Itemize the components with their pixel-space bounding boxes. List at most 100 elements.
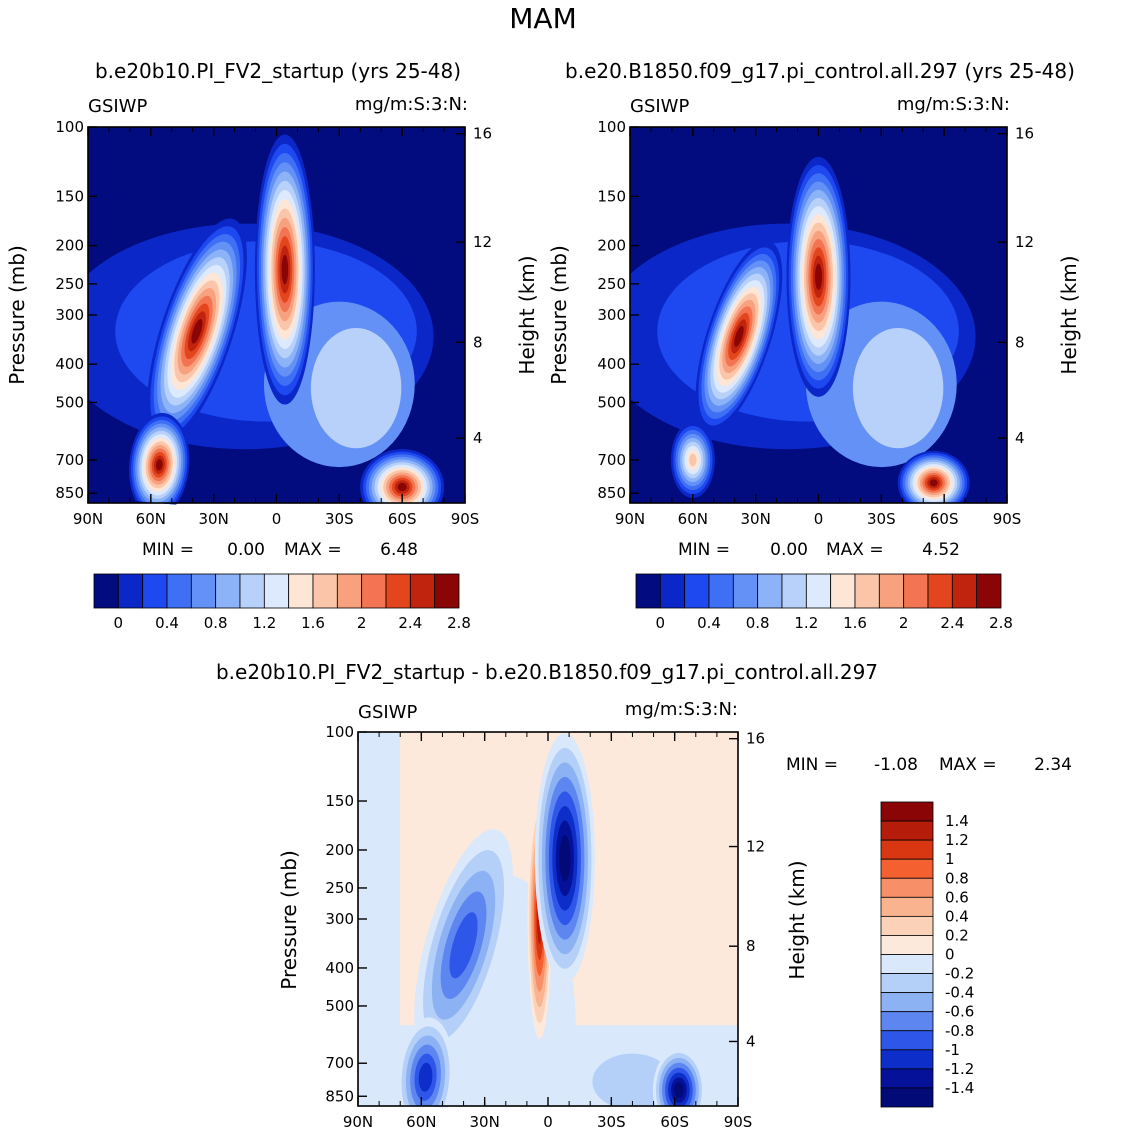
negative-region	[592, 1053, 673, 1106]
stat-max-label: MAX =	[939, 755, 997, 775]
figure-title: MAM	[509, 2, 576, 35]
contour-field	[88, 127, 465, 517]
y-tick-label: 150	[325, 792, 354, 810]
y-tick-label: 150	[597, 187, 626, 205]
colorbar: 0 0.4 0.8 1.2 1.6 2 2.4 2.8	[93, 573, 471, 632]
y-tick-label: 300	[325, 910, 354, 928]
colorbar-swatch	[880, 1068, 934, 1089]
feature-contour	[734, 325, 744, 347]
y-tick-label: 400	[55, 355, 84, 373]
x-tick-label: 0	[814, 510, 824, 528]
contour-field	[630, 127, 1007, 503]
y-tick-label: 850	[55, 484, 84, 502]
y-tick-label: 850	[325, 1087, 354, 1105]
x-tick-label: 60S	[388, 510, 417, 528]
y-tick-label: 150	[55, 187, 84, 205]
y-tick-label: 400	[597, 355, 626, 373]
x-tick-label: 30S	[867, 510, 896, 528]
colorbar-swatch	[854, 573, 880, 609]
colorbar-label: 0.6	[945, 888, 969, 906]
colorbar-swatch	[239, 573, 265, 609]
feature-contour	[191, 318, 203, 344]
y-axis-right-label: Height (km)	[1057, 255, 1081, 374]
colorbar-label: 2	[899, 614, 909, 632]
x-tick-label: 90S	[724, 1113, 753, 1131]
y-right-tick-label: 12	[1015, 233, 1034, 251]
feature-contour	[814, 263, 823, 290]
colorbar-label: 0.4	[945, 907, 969, 925]
y-right-tick-label: 8	[746, 937, 756, 955]
y-axis-label: Pressure (mb)	[547, 245, 571, 385]
x-tick-label: 90S	[451, 510, 480, 528]
colorbar-swatch	[880, 877, 934, 898]
colorbar-label: -0.4	[945, 984, 974, 1002]
panel-top-right: b.e20.B1850.f09_g17.pi_control.all.297 (…	[547, 59, 1081, 632]
colorbar-swatch	[880, 839, 934, 860]
colorbar-swatch	[684, 573, 710, 609]
y-tick-label: 850	[597, 484, 626, 502]
colorbar-swatch	[757, 573, 783, 609]
stat-min-value: 0.00	[227, 540, 265, 560]
feature-contour	[397, 482, 407, 492]
y-tick-label: 250	[325, 879, 354, 897]
y-right-tick-label: 4	[746, 1032, 756, 1050]
colorbar-swatch	[880, 1049, 934, 1070]
stat-min-label: MIN =	[142, 540, 194, 560]
colorbar-label: 0.2	[945, 926, 969, 944]
units-label: mg/m:S:3:N:	[355, 94, 468, 115]
y-right-tick-label: 4	[1015, 429, 1025, 447]
colorbar-label: -1.2	[945, 1060, 974, 1078]
y-tick-label: 200	[597, 237, 626, 255]
colorbar-label: 0.8	[945, 869, 969, 887]
colorbar-label: 0.4	[155, 614, 179, 632]
colorbar-label: 1	[945, 850, 955, 868]
y-right-tick-label: 8	[473, 333, 483, 351]
colorbar-swatch	[880, 992, 934, 1013]
colorbar-swatch	[117, 573, 144, 609]
y-right-tick-label: 12	[473, 233, 492, 251]
colorbar-swatch	[215, 573, 241, 609]
stat-max-value: 2.34	[1034, 755, 1072, 775]
colorbar-swatch	[732, 573, 759, 609]
variable-label: GSIWP	[358, 702, 417, 723]
feature-contour	[281, 254, 289, 285]
colorbar-swatch	[93, 573, 119, 609]
colorbar-label: 2	[357, 614, 367, 632]
panel-title: b.e20b10.PI_FV2_startup - b.e20.B1850.f0…	[216, 660, 878, 684]
colorbar-swatch	[805, 573, 832, 609]
colorbar-swatch	[166, 573, 192, 609]
colorbar-swatch	[880, 1087, 934, 1108]
colorbar-label: 2.8	[989, 614, 1013, 632]
colorbar-label: -1.4	[945, 1079, 974, 1097]
y-tick-label: 500	[597, 393, 626, 411]
stats-line: MIN = 0.00 MAX = 4.52	[678, 540, 960, 560]
colorbar-swatch	[409, 573, 436, 609]
stats-line: MIN = 0.00 MAX = 6.48	[142, 540, 418, 560]
colorbar-swatch	[288, 573, 314, 609]
stat-max-value: 4.52	[922, 540, 960, 560]
colorbar-label: -1	[945, 1041, 960, 1059]
colorbar-swatch	[880, 1030, 934, 1051]
x-tick-label: 30N	[741, 510, 771, 528]
colorbar-swatch	[976, 573, 1002, 609]
y-tick-label: 500	[325, 997, 354, 1015]
y-tick-label: 500	[55, 393, 84, 411]
x-tick-label: 0	[543, 1113, 553, 1131]
feature-contour	[418, 1062, 433, 1092]
x-tick-label: 60N	[136, 510, 166, 528]
variable-label: GSIWP	[630, 96, 689, 117]
colorbar-swatch	[830, 573, 856, 609]
stat-min-value: -1.08	[874, 755, 918, 775]
x-tick-label: 60S	[660, 1113, 689, 1131]
y-right-tick-label: 16	[1015, 125, 1034, 143]
y-tick-label: 300	[55, 306, 84, 324]
colorbar-swatch	[263, 573, 290, 609]
y-tick-label: 400	[325, 959, 354, 977]
y-tick-label: 250	[597, 275, 626, 293]
feature-contour	[155, 459, 163, 471]
colorbar-swatch	[880, 935, 934, 955]
colorbar-label: 0.8	[204, 614, 228, 632]
x-tick-label: 90N	[73, 510, 103, 528]
colorbar-label: 0.4	[697, 614, 721, 632]
